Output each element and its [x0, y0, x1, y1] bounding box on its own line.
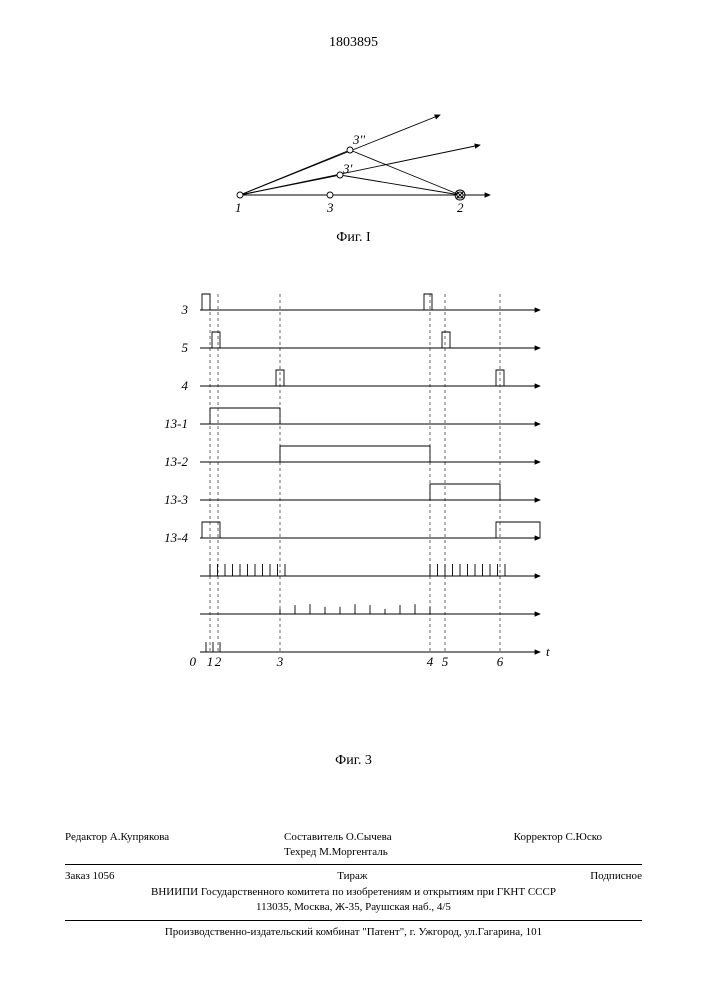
svg-text:13-2: 13-2 — [164, 454, 188, 469]
footer-compiler-col: Составитель О.Сычева Техред М.Моргенталь — [224, 830, 443, 861]
svg-text:3: 3 — [276, 654, 284, 669]
svg-text:5: 5 — [442, 654, 449, 669]
svg-text:3'': 3'' — [352, 132, 365, 147]
footer-credits-row: Редактор А.Купрякова Составитель О.Сычев… — [65, 830, 642, 861]
svg-text:5: 5 — [182, 340, 189, 355]
footer-addr: 113035, Москва, Ж-35, Раушская наб., 4/5 — [65, 900, 642, 915]
svg-text:1: 1 — [207, 654, 214, 669]
figure-1: 1 3 2 3' 3'' — [180, 100, 530, 250]
footer-podpis: Подписное — [590, 869, 642, 884]
svg-text:3: 3 — [181, 302, 189, 317]
svg-text:1: 1 — [235, 200, 242, 215]
figure-3-svg: 35413-113-213-313-4t0123456 — [140, 290, 560, 750]
figure-3-caption: Фиг. 3 — [0, 753, 707, 769]
footer-compiler: Составитель О.Сычева — [284, 830, 443, 845]
svg-text:13-4: 13-4 — [164, 530, 188, 545]
footer-editor: Редактор А.Купрякова — [65, 830, 224, 861]
footer-order-row: Заказ 1056 Тираж Подписное — [65, 869, 642, 884]
figure-1-svg: 1 3 2 3' 3'' — [180, 100, 530, 230]
footer-order: Заказ 1056 — [65, 869, 115, 884]
footer-bottom: Производственно-издательский комбинат "П… — [65, 925, 642, 940]
svg-text:4: 4 — [427, 654, 434, 669]
svg-text:0: 0 — [190, 654, 197, 669]
svg-text:2: 2 — [215, 654, 222, 669]
divider-1 — [65, 864, 642, 865]
svg-text:2: 2 — [457, 200, 464, 215]
figure-1-caption: Фиг. I — [0, 230, 707, 246]
figure-3: 35413-113-213-313-4t0123456 — [140, 290, 560, 750]
svg-text:13-1: 13-1 — [164, 416, 188, 431]
svg-text:t: t — [546, 644, 550, 659]
svg-text:4: 4 — [182, 378, 189, 393]
svg-text:6: 6 — [497, 654, 504, 669]
footer-corrector: Корректор С.Юско — [443, 830, 642, 861]
svg-text:3': 3' — [342, 161, 353, 176]
footer-org: ВНИИПИ Государственного комитета по изоб… — [65, 885, 642, 900]
footer: Редактор А.Купрякова Составитель О.Сычев… — [65, 830, 642, 940]
svg-text:3: 3 — [326, 200, 334, 215]
footer-tirazh: Тираж — [337, 869, 367, 884]
footer-techred: Техред М.Моргенталь — [284, 845, 443, 860]
svg-text:13-3: 13-3 — [164, 492, 188, 507]
divider-2 — [65, 920, 642, 921]
document-number: 1803895 — [0, 35, 707, 51]
